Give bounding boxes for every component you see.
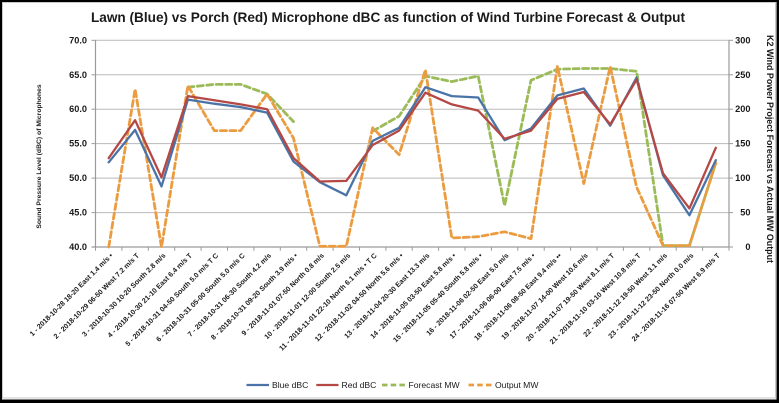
svg-text:Sound Pressure Level (dBC) of: Sound Pressure Level (dBC) of Microphone…: [36, 84, 43, 228]
svg-text:150: 150: [735, 139, 750, 149]
svg-text:Blue dBC: Blue dBC: [272, 380, 308, 390]
svg-text:300: 300: [735, 35, 750, 45]
svg-text:200: 200: [735, 104, 750, 114]
svg-text:40.0: 40.0: [69, 242, 87, 252]
svg-text:250: 250: [735, 70, 750, 80]
svg-text:60.0: 60.0: [69, 104, 87, 114]
svg-text:Forecast MW: Forecast MW: [409, 380, 461, 390]
svg-text:Output MW: Output MW: [495, 380, 539, 390]
svg-text:50: 50: [740, 208, 750, 218]
svg-text:0: 0: [745, 242, 750, 252]
svg-text:100: 100: [735, 173, 750, 183]
svg-text:50.0: 50.0: [69, 173, 87, 183]
svg-text:55.0: 55.0: [69, 139, 87, 149]
svg-text:65.0: 65.0: [69, 70, 87, 80]
svg-text:K2 Wind Power Project Forecast: K2 Wind Power Project Forecast vs Actual…: [765, 35, 775, 263]
svg-text:Lawn (Blue) vs Porch (Red) Mic: Lawn (Blue) vs Porch (Red) Microphone dB…: [91, 10, 685, 25]
svg-text:45.0: 45.0: [69, 208, 87, 218]
svg-text:Red dBC: Red dBC: [342, 380, 377, 390]
svg-text:70.0: 70.0: [69, 35, 87, 45]
